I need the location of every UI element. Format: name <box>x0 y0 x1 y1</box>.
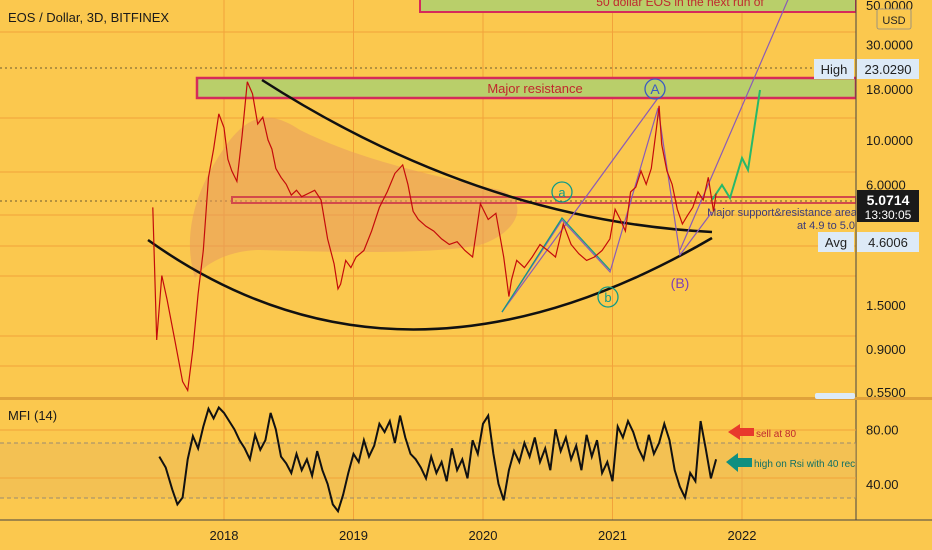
price-series-line <box>152 81 717 393</box>
high-tag <box>814 59 854 79</box>
mfi-pane: MFI (14) 80.00 40.00 sell at 80 high on R… <box>0 405 899 514</box>
mfi-tick-label: 40.00 <box>866 477 899 492</box>
descending-curve <box>261 78 713 234</box>
price-tick-label: 10.0000 <box>866 133 913 148</box>
time-tick-label: 2018 <box>210 528 239 543</box>
major-resistance-label: Major resistance <box>487 81 582 96</box>
time-tick-label: 2019 <box>339 528 368 543</box>
time-tick-label: 2021 <box>598 528 627 543</box>
wave-a-circle <box>551 181 573 203</box>
mfi-tick-label: 80.00 <box>866 422 899 437</box>
wave-purple-line <box>501 107 713 313</box>
target-box-label: 50 dollar EOS in the next run of <box>596 0 764 9</box>
pane-resize-handle[interactable] <box>815 393 855 399</box>
price-tick-label: 0.5500 <box>866 385 906 400</box>
high-arrow-icon <box>726 453 752 472</box>
currency-label: USD <box>882 15 905 27</box>
high-tag-label: High <box>821 62 848 77</box>
mfi-series-line <box>158 405 718 514</box>
time-tick-label: 2020 <box>469 528 498 543</box>
bar-countdown: 13:30:05 <box>865 208 912 222</box>
projection-zigzag <box>711 89 761 201</box>
time-tick-label: 2022 <box>728 528 757 543</box>
price-tick-label: 6.0000 <box>866 177 906 192</box>
wave-b-label: b <box>604 290 611 305</box>
wave-A-label: A <box>650 81 660 97</box>
price-axis-ticks: 30.0000 18.0000 10.0000 6.0000 1.5000 0.9000 0… <box>866 0 913 400</box>
wave-a-label: a <box>558 185 566 200</box>
chart-title: EOS / Dollar, 3D, BITFINEX <box>8 10 169 25</box>
support-note-line2: at 4.9 to 5.0 <box>797 220 855 232</box>
wave-B-label: (B) <box>671 275 690 291</box>
price-tick-label: 18.0000 <box>866 82 913 97</box>
time-axis-area <box>0 520 932 550</box>
wave-purple-channel <box>501 97 659 313</box>
support-note-line1: Major support&resistance area <box>707 207 858 219</box>
avg-value-tag <box>857 232 919 252</box>
wave-purple-projection <box>679 0 789 251</box>
currency-badge[interactable] <box>876 8 912 30</box>
wave-A-circle <box>644 78 666 100</box>
avg-value: 4.6006 <box>868 235 908 250</box>
current-price-value: 5.0714 <box>867 192 910 208</box>
high-note: high on Rsi with 40 rec <box>754 459 855 470</box>
sell-arrow-icon <box>728 424 754 440</box>
wave-green-line <box>501 217 611 313</box>
time-axis-ticks: 2018 2019 2020 2021 2022 <box>210 528 757 543</box>
pane-separator[interactable] <box>0 397 932 400</box>
price-tick-label: 30.0000 <box>866 37 913 52</box>
main-grid <box>0 31 856 367</box>
mfi-axis-ticks: 80.00 40.00 <box>866 422 899 492</box>
high-value-tag <box>857 59 919 79</box>
wave-lines <box>501 0 789 313</box>
price-tick-label: 1.5000 <box>866 298 906 313</box>
price-tick-label: 0.9000 <box>866 342 906 357</box>
current-price-tag <box>857 190 919 222</box>
high-value: 23.0290 <box>865 62 912 77</box>
avg-tag <box>818 232 854 252</box>
avg-tag-label: Avg <box>825 235 847 250</box>
mfi-title: MFI (14) <box>8 408 57 423</box>
sell-note: sell at 80 <box>756 429 796 440</box>
cup-arc <box>147 236 713 331</box>
wave-b-circle <box>597 286 619 308</box>
